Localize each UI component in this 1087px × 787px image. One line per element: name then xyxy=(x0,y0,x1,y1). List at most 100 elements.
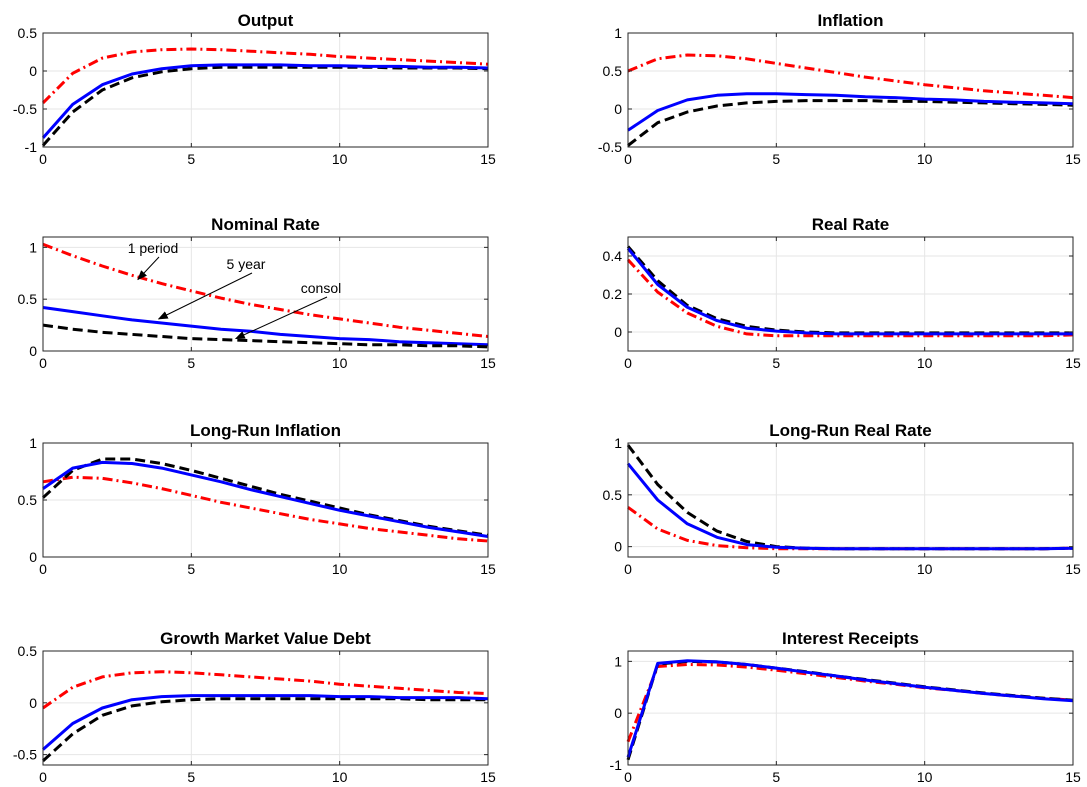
x-tick-label: 15 xyxy=(1065,561,1081,577)
series-line-dashed xyxy=(626,245,1073,335)
x-tick-label: 5 xyxy=(187,561,195,577)
series-line-solid xyxy=(626,247,1073,336)
x-tick-label: 15 xyxy=(480,769,496,785)
axes-frame xyxy=(42,650,489,766)
subplot-title: Interest Receipts xyxy=(782,629,919,648)
x-tick-label: 0 xyxy=(624,561,632,577)
x-tick-label: 5 xyxy=(772,561,780,577)
y-tick-label: 1 xyxy=(29,239,37,255)
y-tick-label: 0 xyxy=(29,343,37,359)
subplot-3: 0 5 10 15 0 0.2 0.4 Real Rate xyxy=(603,215,1081,371)
y-tick-label: 0 xyxy=(29,695,37,711)
x-tick-label: 5 xyxy=(187,769,195,785)
subplot-title: Growth Market Value Debt xyxy=(160,629,371,648)
x-tick-label: 0 xyxy=(39,151,47,167)
x-tick-label: 15 xyxy=(480,151,496,167)
y-tick-label: 0 xyxy=(614,705,622,721)
series-line-dash-dot xyxy=(42,475,489,543)
annotation-arrow xyxy=(234,296,328,340)
series-line-dash-dot xyxy=(42,242,489,338)
axes-frame xyxy=(627,650,1074,766)
subplot-0: 0 5 10 15 -1 -0.5 0 0.5 Output xyxy=(13,11,496,167)
x-tick-label: 10 xyxy=(917,151,933,167)
x-tick-label: 10 xyxy=(332,769,348,785)
series-line-dashed xyxy=(627,99,1074,147)
x-tick-label: 10 xyxy=(917,355,933,371)
axes-frame xyxy=(627,442,1074,558)
y-tick-label: 0.5 xyxy=(18,643,38,659)
y-tick-label: 0 xyxy=(614,101,622,117)
y-tick-label: -0.5 xyxy=(13,747,37,763)
x-tick-label: 0 xyxy=(39,561,47,577)
annotation-arrow xyxy=(137,256,160,281)
x-tick-label: 5 xyxy=(772,151,780,167)
axes-frame xyxy=(627,32,1074,148)
x-tick-label: 0 xyxy=(624,769,632,785)
x-tick-label: 0 xyxy=(39,355,47,371)
series-line-dash-dot xyxy=(41,47,489,104)
x-tick-label: 0 xyxy=(624,151,632,167)
x-tick-label: 5 xyxy=(772,355,780,371)
series-line-solid xyxy=(41,63,489,139)
x-tick-label: 15 xyxy=(480,355,496,371)
y-tick-label: 0 xyxy=(29,549,37,565)
series-line-solid xyxy=(627,92,1074,132)
subplot-4: 0 5 10 15 0 0.5 1 Long-Run Inflation xyxy=(18,421,496,577)
y-tick-label: 0.2 xyxy=(603,286,623,302)
series-line-solid xyxy=(42,460,489,538)
x-tick-label: 5 xyxy=(772,769,780,785)
series-line-solid xyxy=(42,306,489,347)
y-tick-label: 1 xyxy=(614,653,622,669)
subplot-5: 0 5 10 15 0 0.5 1 Long-Run Real Rate xyxy=(603,421,1081,577)
y-tick-label: 0 xyxy=(614,324,622,340)
subplot-title: Real Rate xyxy=(812,215,889,234)
y-tick-label: 1 xyxy=(614,435,622,451)
x-tick-label: 0 xyxy=(624,355,632,371)
y-tick-label: 0.4 xyxy=(603,248,623,264)
series-line-solid xyxy=(626,659,1074,758)
y-tick-label: -1 xyxy=(25,139,38,155)
annotation-label: consol xyxy=(301,280,341,296)
x-tick-label: 15 xyxy=(1065,355,1081,371)
x-tick-label: 5 xyxy=(187,355,195,371)
y-tick-label: -1 xyxy=(610,757,623,773)
series-line-dash-dot xyxy=(626,258,1074,338)
y-tick-label: 0.5 xyxy=(603,487,623,503)
y-tick-label: 0 xyxy=(614,539,622,555)
series-line-dashed xyxy=(41,697,488,763)
y-tick-label: 0.5 xyxy=(18,492,38,508)
y-tick-label: 1 xyxy=(29,435,37,451)
subplot-2: 0 5 10 15 0 0.5 1 Nominal Rate 1 period 5 year con… xyxy=(18,215,496,371)
series-line-dashed xyxy=(626,659,1074,761)
subplot-title: Nominal Rate xyxy=(211,215,320,234)
series-line-dash-dot xyxy=(626,663,1074,743)
x-tick-label: 15 xyxy=(1065,151,1081,167)
series-line-dash-dot xyxy=(42,670,489,710)
y-tick-label: 0.5 xyxy=(18,25,38,41)
annotation-arrow xyxy=(157,272,253,320)
axes-frame xyxy=(42,236,489,352)
axes-frame xyxy=(42,32,489,148)
series-line-dash-dot xyxy=(627,53,1074,100)
series-line-dashed xyxy=(41,457,489,537)
x-tick-label: 10 xyxy=(332,561,348,577)
x-tick-label: 10 xyxy=(917,769,933,785)
x-tick-label: 5 xyxy=(187,151,195,167)
series-line-solid xyxy=(42,694,489,751)
series-line-dashed xyxy=(41,65,489,147)
y-tick-label: 1 xyxy=(614,25,622,41)
x-tick-label: 0 xyxy=(39,769,47,785)
subplot-title: Long-Run Real Rate xyxy=(769,421,931,440)
annotation-label: 1 period xyxy=(128,240,179,256)
x-tick-label: 10 xyxy=(332,151,348,167)
y-tick-label: 0.5 xyxy=(18,291,38,307)
y-tick-label: -0.5 xyxy=(13,101,37,117)
y-tick-label: -0.5 xyxy=(598,139,622,155)
y-tick-label: 0.5 xyxy=(603,63,623,79)
subplot-title: Inflation xyxy=(817,11,883,30)
x-tick-label: 10 xyxy=(332,355,348,371)
